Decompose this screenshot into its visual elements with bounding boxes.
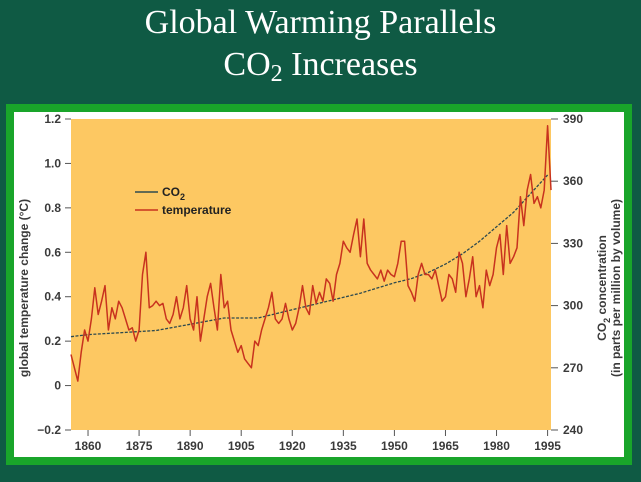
chart-frame: −0.2 0 0.2 0.4 0.6 0.8 1.0 1.2 240 270 300 330 360 39… bbox=[6, 104, 632, 465]
title-line-1: Global Warming Parallels bbox=[144, 4, 497, 41]
y2-tick-label: 300 bbox=[563, 299, 583, 313]
ticks-layer: −0.2 0 0.2 0.4 0.6 0.8 1.0 1.2 240 270 300 330 360 39… bbox=[37, 112, 583, 453]
y2-axis-title-line1: CO2 concentration bbox=[595, 235, 612, 341]
x-tick-label: 1860 bbox=[75, 439, 102, 453]
title-co: CO bbox=[223, 46, 271, 83]
chart-canvas: −0.2 0 0.2 0.4 0.6 0.8 1.0 1.2 240 270 300 330 360 39… bbox=[14, 112, 624, 457]
temperature-series-line bbox=[70, 124, 552, 382]
y2-tick-label: 240 bbox=[563, 423, 583, 437]
x-tick-label: 1890 bbox=[177, 439, 204, 453]
x-tick-label: 1980 bbox=[483, 439, 510, 453]
y2-axis-title-line2: (in parts per million by volume) bbox=[609, 199, 623, 377]
plot-area bbox=[71, 119, 551, 430]
y-tick-label: 1.0 bbox=[44, 156, 61, 170]
y2-tick-label: 360 bbox=[563, 174, 583, 188]
x-tick-label: 1965 bbox=[432, 439, 459, 453]
legend-temperature-label: temperature bbox=[162, 203, 232, 217]
slide-title: Global Warming Parallels CO2 Increases bbox=[0, 2, 641, 86]
y-tick-label: 0.2 bbox=[44, 334, 61, 348]
y-tick-label: 0.8 bbox=[44, 201, 61, 215]
title-subscript: 2 bbox=[270, 61, 283, 87]
y-tick-label: 0.4 bbox=[44, 290, 61, 304]
y2-title-sub: 2 bbox=[602, 318, 612, 323]
y2-tick-label: 330 bbox=[563, 236, 583, 250]
x-tick-label: 1950 bbox=[381, 439, 408, 453]
x-tick-label: 1920 bbox=[279, 439, 306, 453]
series-layer bbox=[70, 124, 552, 382]
x-tick-label: 1905 bbox=[228, 439, 255, 453]
legend: CO2 temperature bbox=[135, 185, 232, 217]
title-line-2: CO2 Increases bbox=[0, 44, 641, 86]
y2-tick-label: 390 bbox=[563, 112, 583, 126]
y-axis-title: global temperature change (°C) bbox=[17, 199, 31, 377]
y-tick-label: −0.2 bbox=[37, 423, 61, 437]
temperature-co2-chart: −0.2 0 0.2 0.4 0.6 0.8 1.0 1.2 240 270 300 330 360 39… bbox=[17, 112, 623, 453]
x-tick-label: 1875 bbox=[126, 439, 153, 453]
x-tick-label: 1935 bbox=[330, 439, 357, 453]
y2-title-rest: concentration bbox=[595, 235, 609, 318]
y-tick-label: 0 bbox=[54, 379, 61, 393]
legend-co2-text: CO bbox=[162, 185, 180, 199]
y2-tick-label: 270 bbox=[563, 361, 583, 375]
legend-co2-label: CO2 bbox=[162, 185, 185, 202]
y-tick-label: 0.6 bbox=[44, 245, 61, 259]
title-suffix: Increases bbox=[282, 46, 418, 83]
y-tick-label: 1.2 bbox=[44, 112, 61, 126]
legend-co2-sub: 2 bbox=[180, 192, 185, 202]
co2-series-line bbox=[70, 174, 549, 338]
x-tick-label: 1995 bbox=[534, 439, 561, 453]
y2-title-co: CO bbox=[595, 323, 609, 341]
